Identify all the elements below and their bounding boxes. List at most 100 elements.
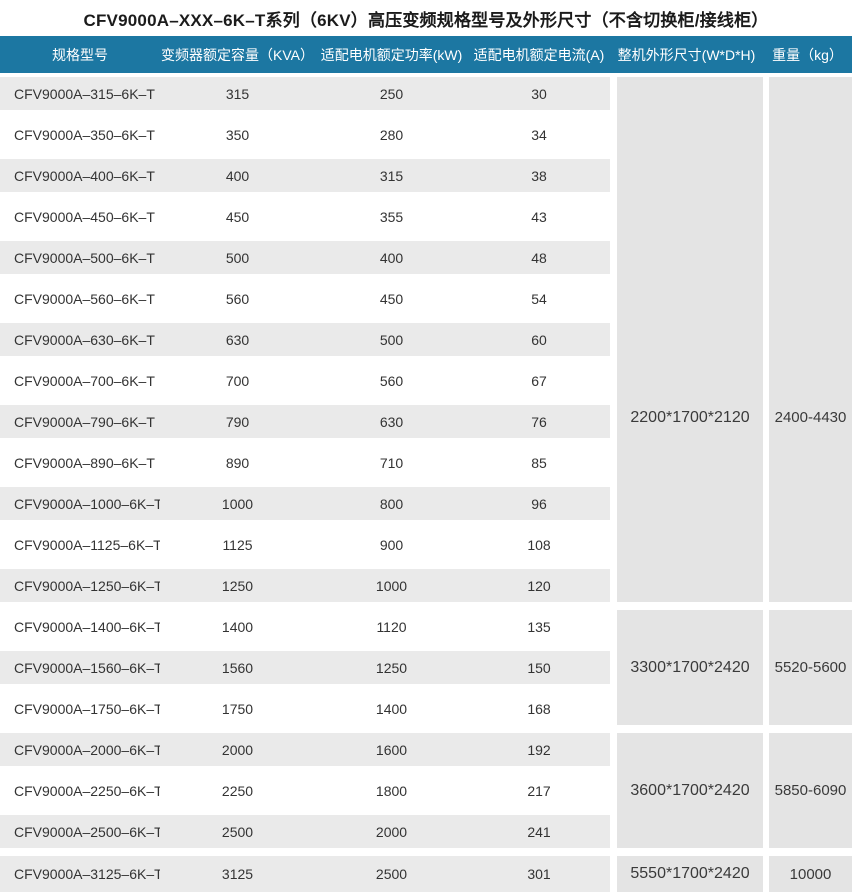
dimensions-cell: 3300*1700*2420 [610, 610, 763, 733]
kw-cell: 2000 [315, 815, 468, 856]
current-cell: 60 [468, 323, 610, 364]
weight-text: 5520-5600 [774, 659, 847, 676]
kw-cell: 450 [315, 282, 468, 323]
kw-cell: 630 [315, 405, 468, 446]
kva-cell: 1400 [160, 610, 315, 651]
dimensions-cell: 3600*1700*2420 [610, 733, 763, 856]
kw-cell: 1600 [315, 733, 468, 774]
current-cell: 217 [468, 774, 610, 815]
model-cell: CFV9000A–2000–6K–T [0, 733, 163, 774]
dimensions-text: 3600*1700*2420 [630, 781, 750, 799]
current-cell: 85 [468, 446, 610, 487]
kva-cell: 2500 [160, 815, 315, 856]
current-cell: 48 [468, 241, 610, 282]
kva-cell: 890 [160, 446, 315, 487]
dimensions-cell: 2200*1700*2120 [610, 77, 763, 610]
kva-cell: 700 [160, 364, 315, 405]
kva-cell: 1750 [160, 692, 315, 733]
model-cell: CFV9000A–1400–6K–T [0, 610, 163, 651]
kw-cell: 1000 [315, 569, 468, 610]
current-cell: 43 [468, 200, 610, 241]
kw-cell: 900 [315, 528, 468, 569]
kva-cell: 1125 [160, 528, 315, 569]
current-cell: 192 [468, 733, 610, 774]
weight-text: 2400-4430 [774, 409, 847, 426]
current-cell: 168 [468, 692, 610, 733]
weight-text: 10000 [789, 865, 832, 883]
kva-cell: 630 [160, 323, 315, 364]
header-cell-kw: 适配电机额定功率(kW) [315, 36, 468, 77]
current-cell: 108 [468, 528, 610, 569]
model-cell: CFV9000A–560–6K–T [0, 282, 160, 323]
kw-cell: 2500 [315, 856, 468, 892]
kva-cell: 2250 [160, 774, 315, 815]
model-cell: CFV9000A–1000–6K–T [0, 487, 163, 528]
kw-cell: 800 [315, 487, 468, 528]
model-cell: CFV9000A–2250–6K–T [0, 774, 163, 815]
header-cell-dimensions: 整机外形尺寸(W*D*H) [610, 36, 763, 77]
model-cell: CFV9000A–1560–6K–T [0, 651, 163, 692]
dimensions-text: 5550*1700*2420 [630, 865, 750, 882]
current-cell: 54 [468, 282, 610, 323]
kw-cell: 315 [315, 159, 468, 200]
page-title: CFV9000A–XXX–6K–T系列（6KV）高压变频规格型号及外形尺寸（不含… [83, 10, 769, 30]
model-cell: CFV9000A–2500–6K–T [0, 815, 163, 856]
current-cell: 67 [468, 364, 610, 405]
kw-cell: 1120 [315, 610, 468, 651]
weight-cell: 10000 [763, 856, 852, 892]
kw-cell: 1400 [315, 692, 468, 733]
header-cell-current: 适配电机额定电流(A) [468, 36, 610, 77]
kva-cell: 790 [160, 405, 315, 446]
weight-cell: 5520-5600 [763, 610, 852, 733]
weight-cell: 5850-6090 [763, 733, 852, 856]
kva-cell: 450 [160, 200, 315, 241]
kw-cell: 1250 [315, 651, 468, 692]
dimensions-text: 2200*1700*2120 [630, 409, 750, 426]
kw-cell: 1800 [315, 774, 468, 815]
current-cell: 30 [468, 77, 610, 118]
dimensions-text: 3300*1700*2420 [630, 658, 750, 676]
kva-cell: 1250 [160, 569, 315, 610]
current-cell: 135 [468, 610, 610, 651]
kva-cell: 3125 [160, 856, 315, 892]
header-cell-model: 规格型号 [0, 36, 160, 77]
header-cell-kva: 变频器额定容量（KVA） [160, 36, 315, 77]
kw-cell: 400 [315, 241, 468, 282]
model-cell: CFV9000A–1750–6K–T [0, 692, 163, 733]
model-cell: CFV9000A–630–6K–T [0, 323, 160, 364]
weight-cell: 2400-4430 [763, 77, 852, 610]
model-cell: CFV9000A–400–6K–T [0, 159, 160, 200]
kva-cell: 350 [160, 118, 315, 159]
kva-cell: 315 [160, 77, 315, 118]
model-cell: CFV9000A–450–6K–T [0, 200, 160, 241]
model-cell: CFV9000A–700–6K–T [0, 364, 160, 405]
header-cell-weight: 重量（kg） [763, 36, 852, 77]
kw-cell: 500 [315, 323, 468, 364]
kva-cell: 1560 [160, 651, 315, 692]
weight-text: 5850-6090 [774, 782, 847, 799]
model-cell: CFV9000A–790–6K–T [0, 405, 160, 446]
model-cell: CFV9000A–890–6K–T [0, 446, 160, 487]
current-cell: 120 [468, 569, 610, 610]
kw-cell: 250 [315, 77, 468, 118]
kw-cell: 560 [315, 364, 468, 405]
model-cell: CFV9000A–315–6K–T [0, 77, 160, 118]
kw-cell: 280 [315, 118, 468, 159]
kva-cell: 560 [160, 282, 315, 323]
dimensions-cell: 5550*1700*2420 [610, 856, 763, 892]
model-cell: CFV9000A–500–6K–T [0, 241, 160, 282]
current-cell: 34 [468, 118, 610, 159]
model-cell: CFV9000A–3125–6K–T [0, 856, 163, 892]
current-cell: 38 [468, 159, 610, 200]
kw-cell: 355 [315, 200, 468, 241]
kw-cell: 710 [315, 446, 468, 487]
kva-cell: 500 [160, 241, 315, 282]
model-cell: CFV9000A–1125–6K–T [0, 528, 162, 569]
current-cell: 76 [468, 405, 610, 446]
spec-table: 规格型号 变频器额定容量（KVA） 适配电机额定功率(kW) 适配电机额定电流(… [0, 36, 852, 892]
model-cell: CFV9000A–350–6K–T [0, 118, 160, 159]
kva-cell: 2000 [160, 733, 315, 774]
current-cell: 241 [468, 815, 610, 856]
current-cell: 150 [468, 651, 610, 692]
